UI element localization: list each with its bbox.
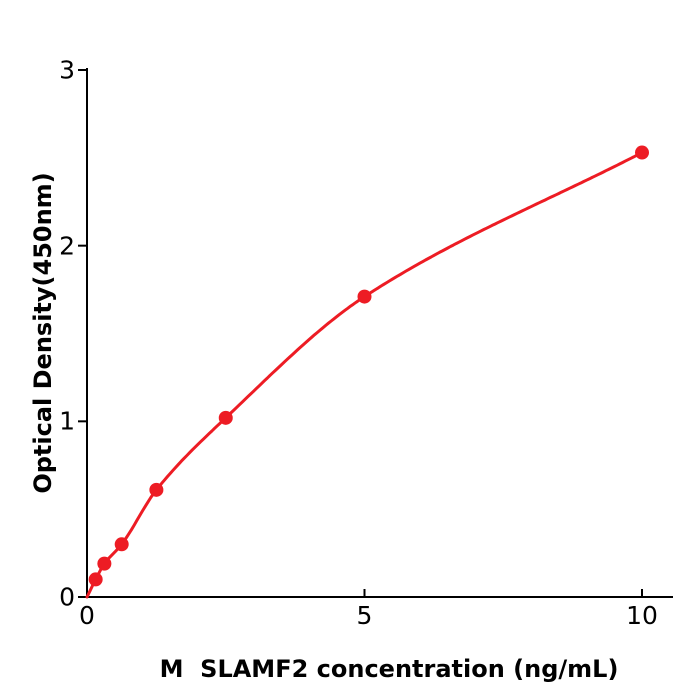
y-tick-label: 1 xyxy=(59,406,75,436)
data-point xyxy=(149,482,164,497)
y-tick-label: 3 xyxy=(59,55,75,85)
data-point xyxy=(357,289,372,304)
x-axis-label: M SLAMF2 concentration (ng/mL) xyxy=(159,655,619,683)
data-point xyxy=(97,556,112,571)
data-point xyxy=(88,572,103,587)
data-point xyxy=(114,537,129,552)
fit-curve xyxy=(85,151,644,599)
data-point xyxy=(218,410,233,425)
y-axis-label: Optical Density(450nm) xyxy=(29,172,57,494)
x-tick-label: 5 xyxy=(356,601,373,630)
y-tick-label: 2 xyxy=(59,231,75,261)
data-point xyxy=(635,145,649,160)
x-tick-label: 10 xyxy=(626,601,658,630)
x-tick-label: 0 xyxy=(79,601,95,630)
y-tick-label: 0 xyxy=(59,582,75,612)
